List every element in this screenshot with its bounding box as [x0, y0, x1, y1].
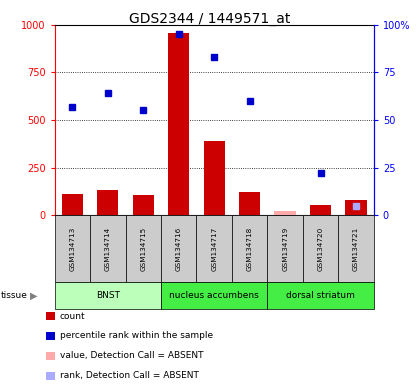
Bar: [310, 205, 331, 215]
Text: GSM134713: GSM134713: [69, 227, 75, 271]
Text: GSM134721: GSM134721: [353, 227, 359, 271]
Bar: [168, 33, 189, 215]
Text: GSM134717: GSM134717: [211, 227, 217, 271]
Bar: [97, 190, 118, 215]
Text: value, Detection Call = ABSENT: value, Detection Call = ABSENT: [60, 351, 203, 361]
Text: GSM134716: GSM134716: [176, 227, 182, 271]
Text: count: count: [60, 311, 85, 321]
Text: tissue: tissue: [0, 291, 27, 300]
Text: dorsal striatum: dorsal striatum: [286, 291, 355, 300]
Text: GSM134715: GSM134715: [140, 227, 146, 271]
Bar: [239, 192, 260, 215]
Text: nucleus accumbens: nucleus accumbens: [169, 291, 259, 300]
Text: GSM134719: GSM134719: [282, 227, 288, 271]
Text: GSM134720: GSM134720: [318, 227, 323, 271]
Bar: [133, 195, 154, 215]
Text: GSM134714: GSM134714: [105, 227, 111, 271]
Bar: [275, 211, 296, 215]
Bar: [345, 200, 367, 215]
Text: percentile rank within the sample: percentile rank within the sample: [60, 331, 213, 341]
Text: BNST: BNST: [96, 291, 120, 300]
Text: GDS2344 / 1449571_at: GDS2344 / 1449571_at: [129, 12, 291, 25]
Bar: [62, 194, 83, 215]
Bar: [204, 141, 225, 215]
Text: rank, Detection Call = ABSENT: rank, Detection Call = ABSENT: [60, 371, 199, 381]
Text: GSM134718: GSM134718: [247, 227, 253, 271]
Text: ▶: ▶: [30, 291, 38, 301]
